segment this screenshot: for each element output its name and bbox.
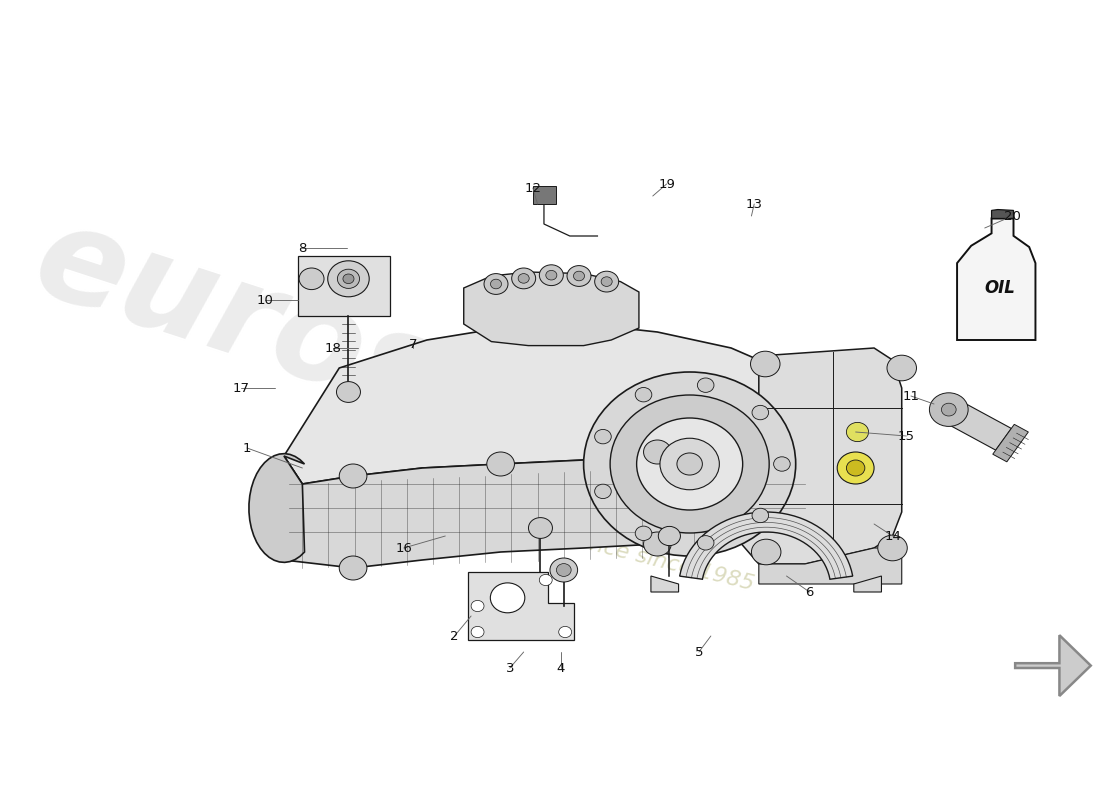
Circle shape [878, 535, 908, 561]
Polygon shape [284, 324, 805, 484]
Circle shape [660, 438, 719, 490]
Circle shape [339, 464, 367, 488]
Circle shape [751, 539, 781, 565]
Circle shape [299, 268, 324, 290]
Text: 7: 7 [409, 338, 417, 350]
Circle shape [837, 452, 874, 484]
Polygon shape [680, 512, 852, 579]
Polygon shape [732, 348, 902, 564]
Circle shape [338, 269, 360, 289]
Text: 6: 6 [805, 586, 814, 598]
Polygon shape [1015, 635, 1091, 696]
Polygon shape [532, 186, 556, 204]
Circle shape [644, 532, 671, 556]
Circle shape [595, 484, 612, 498]
Polygon shape [298, 256, 390, 316]
Circle shape [518, 274, 529, 283]
Circle shape [512, 268, 536, 289]
Circle shape [750, 351, 780, 377]
Text: 13: 13 [746, 198, 762, 210]
Circle shape [557, 563, 571, 576]
Text: 5: 5 [694, 646, 703, 658]
Circle shape [635, 387, 652, 402]
Circle shape [846, 422, 869, 442]
Circle shape [752, 406, 769, 420]
Text: 3: 3 [506, 662, 514, 674]
Circle shape [528, 518, 552, 538]
Circle shape [752, 508, 769, 522]
Text: 11: 11 [902, 390, 920, 402]
Polygon shape [651, 576, 679, 592]
Circle shape [471, 626, 484, 638]
Text: 8: 8 [298, 242, 307, 254]
Text: 17: 17 [232, 382, 249, 394]
Text: a passion for excellence since 1985: a passion for excellence since 1985 [365, 478, 756, 594]
Text: 12: 12 [525, 182, 541, 194]
Polygon shape [469, 572, 574, 640]
Polygon shape [940, 398, 1011, 450]
Circle shape [487, 452, 515, 476]
Circle shape [658, 526, 681, 546]
Text: eurospares: eurospares [20, 194, 852, 574]
Circle shape [601, 277, 613, 286]
Circle shape [930, 393, 968, 426]
Circle shape [637, 418, 743, 510]
Circle shape [676, 453, 703, 475]
Text: 2: 2 [450, 630, 459, 642]
Text: 15: 15 [898, 430, 915, 442]
Text: 20: 20 [1004, 210, 1021, 222]
Circle shape [550, 558, 578, 582]
Polygon shape [854, 576, 881, 592]
Circle shape [584, 372, 795, 556]
Circle shape [471, 600, 484, 611]
Circle shape [644, 440, 671, 464]
Text: 16: 16 [395, 542, 412, 554]
Circle shape [491, 279, 502, 289]
Circle shape [595, 430, 612, 444]
Text: 18: 18 [324, 342, 341, 354]
Circle shape [339, 556, 367, 580]
Polygon shape [284, 408, 805, 568]
Circle shape [566, 266, 591, 286]
Text: 1: 1 [243, 442, 251, 454]
Polygon shape [759, 548, 902, 584]
Circle shape [887, 355, 916, 381]
Circle shape [539, 265, 563, 286]
Text: OIL: OIL [984, 279, 1015, 297]
Circle shape [491, 583, 525, 613]
Circle shape [328, 261, 370, 297]
Circle shape [559, 626, 572, 638]
Polygon shape [993, 424, 1028, 462]
Circle shape [484, 274, 508, 294]
Circle shape [610, 395, 769, 533]
Circle shape [773, 457, 790, 471]
Polygon shape [249, 454, 305, 562]
Text: 10: 10 [257, 294, 274, 306]
Circle shape [942, 403, 956, 416]
Polygon shape [464, 272, 639, 346]
Text: 14: 14 [884, 530, 901, 542]
Polygon shape [991, 210, 1013, 218]
Circle shape [595, 271, 618, 292]
Text: 19: 19 [658, 178, 675, 190]
Circle shape [697, 378, 714, 392]
Circle shape [546, 270, 557, 280]
Circle shape [539, 574, 552, 586]
Polygon shape [261, 456, 302, 560]
Circle shape [697, 536, 714, 550]
Circle shape [573, 271, 584, 281]
Circle shape [343, 274, 354, 284]
Circle shape [846, 460, 865, 476]
Circle shape [635, 526, 652, 541]
Text: 4: 4 [557, 662, 564, 674]
Circle shape [337, 382, 361, 402]
Polygon shape [957, 218, 1035, 340]
